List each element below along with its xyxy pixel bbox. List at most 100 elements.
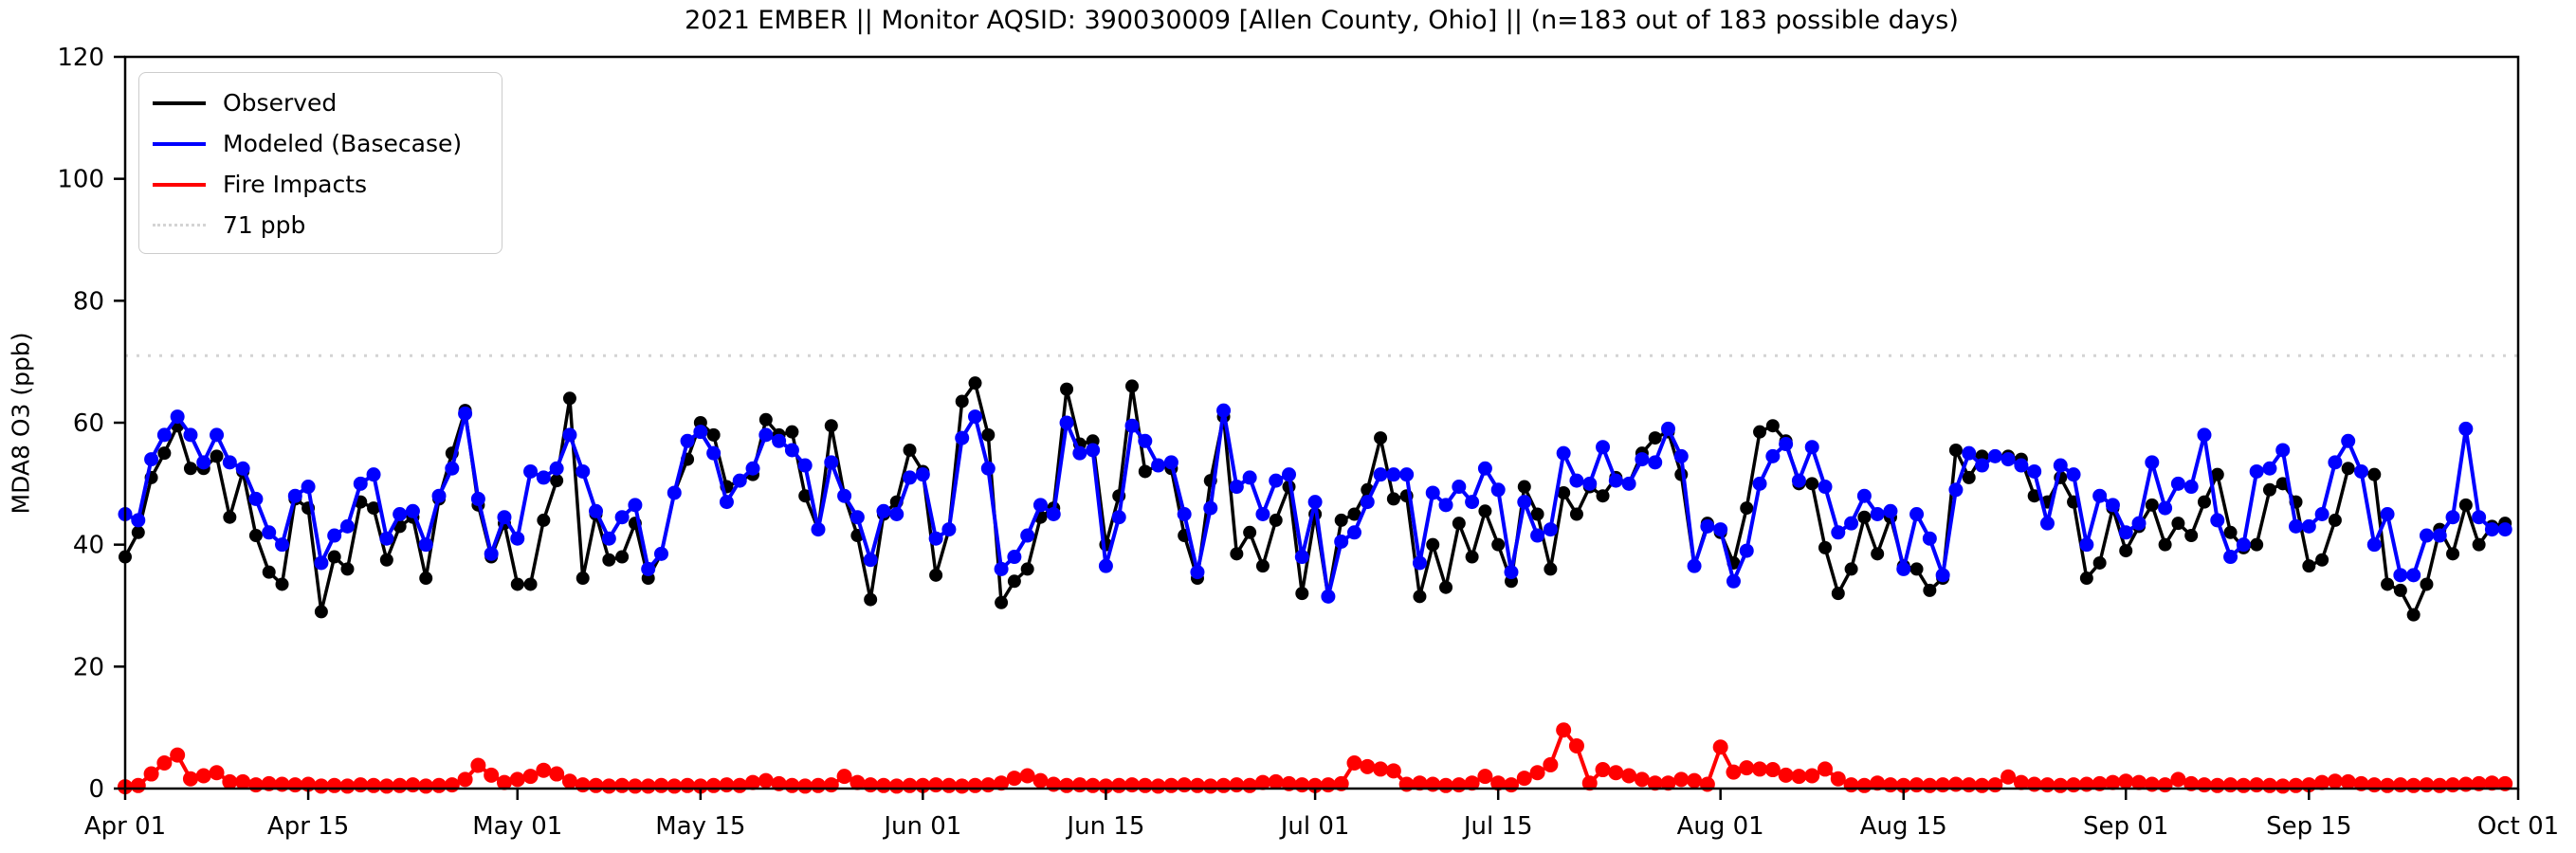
modeled-marker xyxy=(994,561,1009,576)
x-tick-label: May 15 xyxy=(655,812,745,841)
modeled-marker xyxy=(287,488,302,503)
fire-impacts-marker xyxy=(967,777,983,793)
fire-impacts-marker xyxy=(313,778,329,794)
fire-impacts-marker xyxy=(2053,777,2069,793)
modeled-marker xyxy=(1831,525,1846,540)
fire-impacts-marker xyxy=(1059,777,1075,793)
observed-marker xyxy=(903,443,917,457)
legend-item-observed: Observed xyxy=(153,82,488,123)
modeled-marker xyxy=(1739,543,1754,558)
modeled-marker xyxy=(2092,488,2108,503)
modeled-marker xyxy=(745,461,760,476)
modeled-marker xyxy=(405,503,420,518)
fire-impacts-marker xyxy=(1935,777,1951,793)
modeled-marker xyxy=(903,470,918,485)
observed-marker xyxy=(419,572,433,586)
x-tick-label: May 01 xyxy=(472,812,562,841)
observed-marker xyxy=(1544,562,1558,576)
observed-marker xyxy=(1818,540,1833,554)
fire-impacts-marker xyxy=(418,778,434,794)
observed-marker xyxy=(340,562,355,576)
fire-impacts-marker xyxy=(1464,775,1480,791)
observed-marker xyxy=(1374,431,1388,445)
fire-impacts-marker xyxy=(2405,777,2421,793)
modeled-marker xyxy=(2183,480,2199,495)
fire-impacts-marker xyxy=(2001,769,2017,785)
fire-impacts-marker xyxy=(1634,771,1650,788)
modeled-marker xyxy=(1269,473,1284,488)
observed-marker xyxy=(955,394,969,408)
modeled-marker xyxy=(2118,525,2133,540)
fire-impacts-marker xyxy=(810,777,826,793)
observed-marker xyxy=(1517,480,1531,494)
legend-item-fire: Fire Impacts xyxy=(153,164,488,205)
observed-marker xyxy=(2079,572,2093,586)
modeled-marker xyxy=(1242,470,1257,485)
modeled-marker xyxy=(379,531,394,546)
modeled-marker xyxy=(1477,461,1492,476)
fire-impacts-marker xyxy=(2105,774,2121,790)
modeled-marker xyxy=(1804,440,1819,455)
modeled-marker xyxy=(641,561,656,576)
modeled-marker xyxy=(1307,495,1323,510)
modeled-marker xyxy=(1856,488,1872,503)
fire-impacts-marker xyxy=(1516,771,1532,787)
observed-marker xyxy=(523,577,538,591)
observed-marker xyxy=(1962,470,1976,484)
fire-line-sample xyxy=(153,182,206,187)
modeled-marker xyxy=(1229,480,1244,495)
observed-marker xyxy=(1439,580,1453,594)
fire-impacts-marker xyxy=(549,766,565,782)
modeled-marker xyxy=(2353,463,2368,479)
observed-marker xyxy=(1230,547,1244,561)
modeled-marker xyxy=(928,531,943,546)
observed-marker xyxy=(2458,498,2473,512)
observed-marker xyxy=(248,529,263,543)
fire-impacts-marker xyxy=(1163,777,1179,793)
fire-impacts-marker xyxy=(1712,739,1728,755)
observed-marker xyxy=(314,605,328,619)
modeled-marker xyxy=(1909,507,1925,521)
fire-impacts-marker xyxy=(2380,777,2396,793)
observed-marker xyxy=(2250,537,2264,552)
chart-title: 2021 EMBER || Monitor AQSID: 390030009 [… xyxy=(685,6,1959,35)
y-tick-label: 40 xyxy=(73,532,104,560)
observed-marker xyxy=(2446,547,2460,561)
modeled-marker xyxy=(183,427,198,443)
observed-line-sample xyxy=(153,100,206,105)
modeled-marker xyxy=(1660,421,1675,436)
fire-impacts-marker xyxy=(601,778,617,794)
modeled-marker xyxy=(2380,507,2395,521)
observed-marker xyxy=(550,474,564,488)
observed-marker xyxy=(2158,537,2172,552)
modeled-marker xyxy=(680,433,695,448)
observed-marker xyxy=(1295,587,1309,601)
observed-marker xyxy=(1020,562,1034,576)
fire-impacts-marker xyxy=(2484,775,2500,791)
observed-marker xyxy=(275,577,289,591)
observed-marker xyxy=(1909,562,1924,576)
fire-impacts-marker xyxy=(2013,774,2029,790)
observed-marker xyxy=(706,427,721,442)
fire-impacts-marker xyxy=(1124,777,1141,793)
modeled-marker xyxy=(393,507,408,521)
observed-marker xyxy=(1386,492,1400,506)
fire-impacts-marker xyxy=(444,777,460,793)
observed-marker xyxy=(2406,608,2421,622)
observed-marker xyxy=(1569,507,1583,521)
modeled-marker xyxy=(445,461,460,476)
modeled-marker xyxy=(314,555,329,571)
fire-impacts-marker xyxy=(1568,737,1584,753)
fire-impacts-marker xyxy=(561,773,577,789)
observed-marker xyxy=(210,449,224,463)
fire-impacts-marker xyxy=(2261,777,2277,793)
modeled-marker xyxy=(366,467,381,482)
observed-marker xyxy=(1255,559,1270,573)
modeled-marker xyxy=(1007,550,1022,565)
modeled-marker xyxy=(2131,516,2147,531)
modeled-marker xyxy=(510,531,525,546)
modeled-marker xyxy=(156,427,172,443)
fire-impacts-marker xyxy=(1830,771,1846,787)
observed-marker xyxy=(2328,513,2342,527)
fire-impacts-marker xyxy=(1660,775,1676,791)
